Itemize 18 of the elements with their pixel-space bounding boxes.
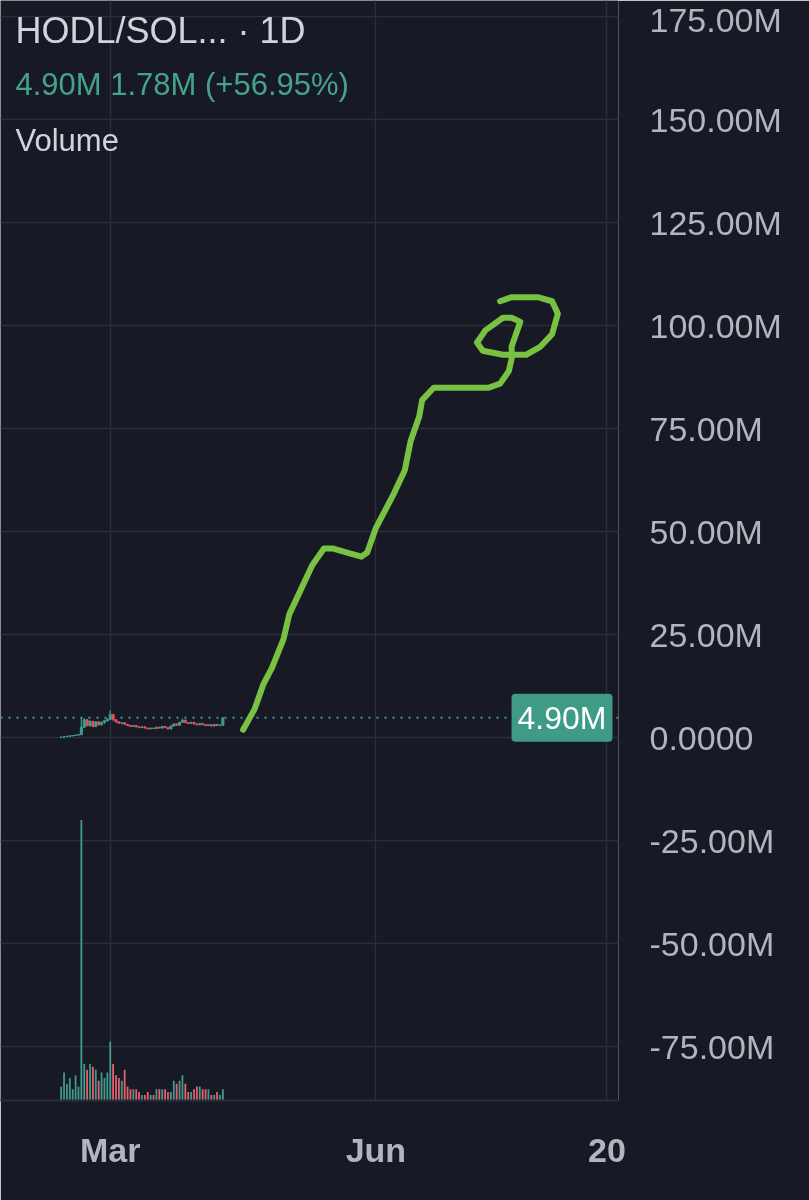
y-tick-label: -50.00M — [649, 924, 775, 963]
y-tick-label: 0.0000 — [649, 718, 754, 757]
y-tick-label: 100.00M — [649, 306, 782, 345]
y-tick-label: -75.00M — [649, 1027, 775, 1066]
y-tick-label: 175.00M — [649, 0, 782, 39]
chart-title: HODL/SOL... · 1D — [15, 10, 306, 51]
y-tick-label: 125.00M — [649, 203, 782, 242]
x-tick-label: 20 — [588, 1130, 626, 1169]
y-tick-label: 50.00M — [649, 512, 763, 551]
text: 4.90M 1.78M (+56.95%) — [15, 67, 349, 102]
y-tick-label: 25.00M — [649, 615, 763, 654]
y-tick-label: 150.00M — [649, 100, 782, 139]
y-tick-label: 75.00M — [649, 409, 763, 448]
x-tick-label: Jun — [345, 1130, 407, 1169]
chart-title: Volume — [15, 123, 119, 158]
x-tick-label: Mar — [80, 1130, 141, 1169]
y-tick-label: -25.00M — [649, 821, 775, 860]
ref-line-label: 4.90M — [517, 699, 607, 736]
